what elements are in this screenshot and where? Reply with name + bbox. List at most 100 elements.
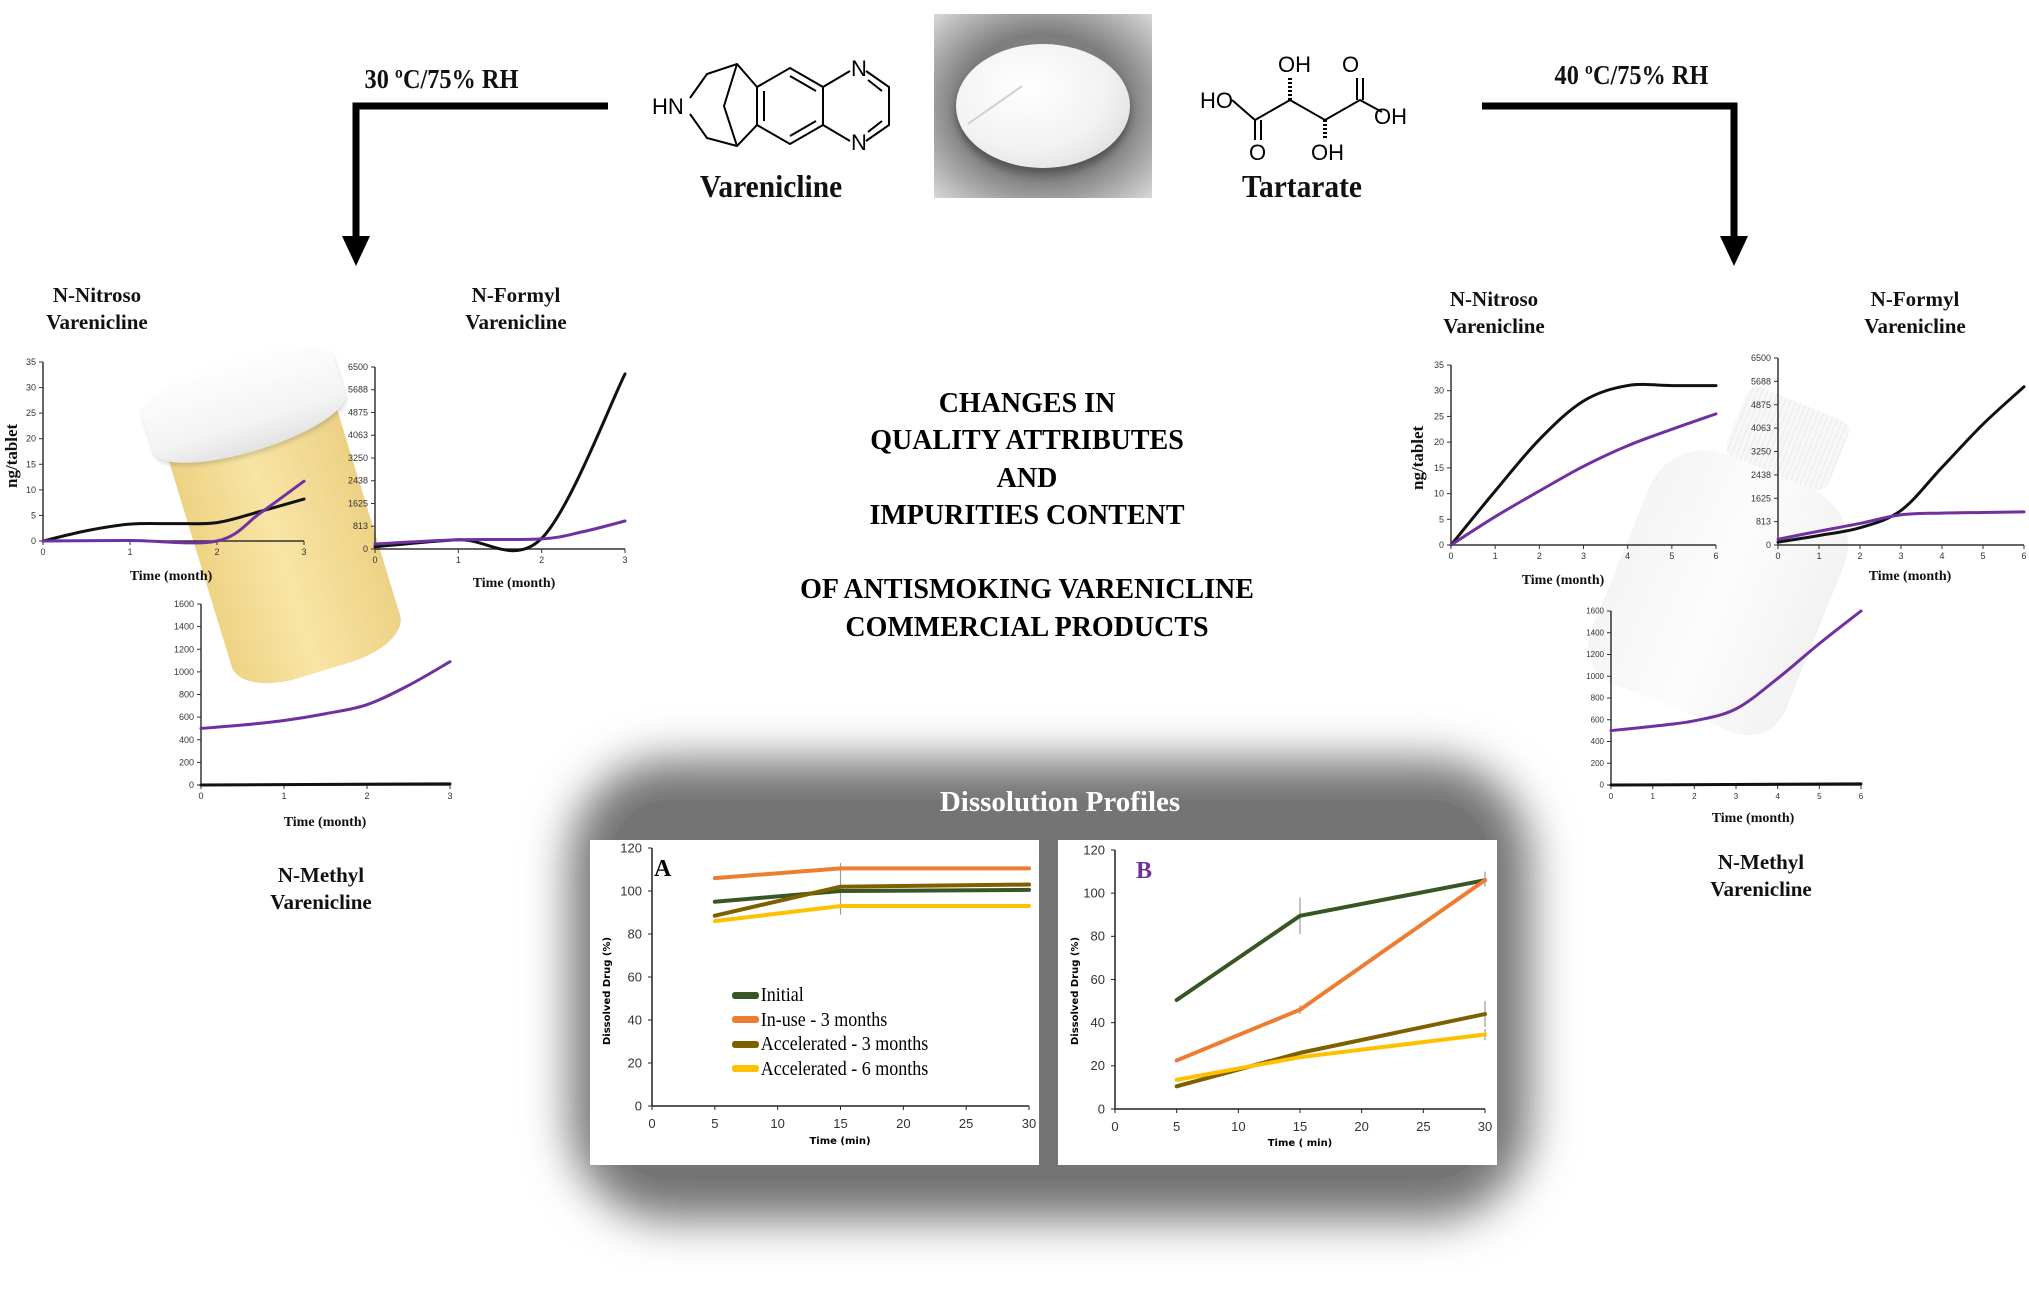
tartarate-atom-ho: HO <box>1200 88 1233 113</box>
tartarate-atom-o-top: O <box>1342 52 1359 77</box>
x-tick-label: 5 <box>1817 792 1822 801</box>
x-tick-label: 6 <box>2021 551 2026 561</box>
label-line: N-Methyl <box>277 863 365 887</box>
x-tick-label: 3 <box>447 791 452 801</box>
left-y-axis-label: ng/tablet <box>2 423 21 488</box>
y-tick-label: 400 <box>1591 737 1605 746</box>
legend-item-accelerated-6: Accelerated - 6 months <box>732 1057 928 1082</box>
x-tick-label: 0 <box>1609 792 1614 801</box>
legend-swatch <box>732 1016 759 1024</box>
right-y-axis-label: ng/tablet <box>1408 425 1427 490</box>
panel-a-letter: A <box>654 856 672 882</box>
x-tick-label: 6 <box>1859 792 1864 801</box>
center-title-line: AND <box>996 463 1058 494</box>
y-tick-label: 6500 <box>348 362 368 372</box>
x-tick-label: 2 <box>539 555 544 565</box>
x-tick-label: 3 <box>1898 551 1903 561</box>
tartarate-atom-oh-top: OH <box>1278 52 1311 77</box>
series-line-black <box>199 782 452 787</box>
center-title-line: CHANGES IN <box>938 388 1116 419</box>
left-nitroso-x-label: Time (month) <box>129 569 213 584</box>
x-tick-label: 1 <box>281 791 286 801</box>
x-tick-label: 2 <box>1857 551 1862 561</box>
x-tick-label: 1 <box>456 555 461 565</box>
y-tick-label: 35 <box>26 357 36 367</box>
label-line: N-Nitroso <box>52 283 142 307</box>
label-line: N-Formyl <box>471 283 561 307</box>
x-tick-label: 0 <box>1448 551 1453 561</box>
x-axis-label: Time ( min) <box>1267 1138 1333 1149</box>
dissolution-title: Dissolution Profiles <box>939 786 1181 818</box>
x-tick-label: 3 <box>1734 792 1739 801</box>
y-tick-label: 200 <box>179 757 194 767</box>
y-tick-label: 1000 <box>174 667 194 677</box>
tartarate-atom-o-bottom: O <box>1249 140 1266 165</box>
tablet-image <box>934 14 1152 198</box>
legend-swatch <box>732 1040 759 1048</box>
y-tick-label: 15 <box>1434 463 1444 473</box>
right-condition-arrow <box>1482 102 1748 266</box>
label-line: Varenicline <box>1443 314 1545 338</box>
x-tick-label: 3 <box>622 555 627 565</box>
left-methyl-x-label: Time (month) <box>283 815 367 830</box>
y-tick-label: 1600 <box>174 599 194 609</box>
legend-label: In-use - 3 months <box>760 1008 888 1031</box>
tartarate-label: Tartarate <box>1242 168 1362 204</box>
x-tick-label: 1 <box>1650 792 1655 801</box>
series-line-black <box>373 372 627 553</box>
center-title-line: OF ANTISMOKING VARENICLINE <box>800 574 1254 605</box>
right-nitroso-label: N-Nitroso Varenicline <box>1443 286 1545 340</box>
label-line: Varenicline <box>46 310 148 334</box>
panel-b-letter: B <box>1136 858 1153 884</box>
right-methyl-x-label: Time (month) <box>1711 811 1795 826</box>
dissolution-panel-b: B Dissolved Drug (%) Time ( min) <box>1058 840 1497 1165</box>
pill-bottle-image <box>1575 363 1894 748</box>
legend-item-initial: Initial <box>732 983 928 1008</box>
y-tick-label: 5688 <box>348 385 368 395</box>
y-tick-label: 1200 <box>174 644 194 654</box>
legend-swatch <box>732 991 759 999</box>
center-title-line: QUALITY ATTRIBUTES <box>870 425 1184 456</box>
varenicline-label: Varenicline <box>699 168 843 204</box>
label-line: Varenicline <box>270 890 372 914</box>
x-tick-label: 4 <box>1939 551 1944 561</box>
chart-legend: Initial In-use - 3 months Accelerated - … <box>732 983 928 1081</box>
series-line-purple <box>373 519 627 546</box>
varenicline-atom-hn: HN <box>652 94 684 119</box>
y-tick-label: 0 <box>31 536 36 546</box>
y-tick-label: 0 <box>189 780 194 790</box>
right-methyl-label: N-Methyl Varenicline <box>1710 849 1812 903</box>
legend-label: Accelerated - 3 months <box>760 1033 929 1055</box>
x-tick-label: 0 <box>198 791 203 801</box>
y-tick-label: 5 <box>31 510 36 520</box>
right-formyl-label: N-Formyl Varenicline <box>1864 286 1966 340</box>
y-tick-label: 200 <box>1591 759 1605 768</box>
y-tick-label: 6500 <box>1751 353 1771 363</box>
x-tick-label: 3 <box>1581 551 1586 561</box>
left-formyl-x-label: Time (month) <box>472 576 556 591</box>
label-line: N-Formyl <box>1870 287 1960 311</box>
center-title-line: COMMERCIAL PRODUCTS <box>845 612 1209 643</box>
x-tick-label: 5 <box>1980 551 1985 561</box>
x-tick-label: 0 <box>40 547 45 557</box>
left-methyl-label: N-Methyl Varenicline <box>270 862 372 916</box>
y-tick-label: 0 <box>1600 781 1605 790</box>
legend-label: Initial <box>760 984 804 1006</box>
condition-label-40c: 40 ºC/75% RH <box>1554 60 1709 90</box>
x-axis-label: Time (min) <box>809 1136 871 1147</box>
legend-swatch <box>732 1065 759 1073</box>
y-tick-label: 5 <box>1439 514 1444 524</box>
tartarate-atom-oh-right: OH <box>1374 104 1407 129</box>
y-tick-label: 400 <box>179 735 194 745</box>
y-tick-label: 30 <box>1434 386 1444 396</box>
legend-label: Accelerated - 6 months <box>760 1057 929 1080</box>
condition-label-30c: 30 ºC/75% RH <box>364 64 519 94</box>
tartarate-structure <box>1231 78 1383 140</box>
y-axis-label: Dissolved Drug (%) <box>1070 936 1081 1045</box>
left-formyl-label: N-Formyl Varenicline <box>465 282 567 336</box>
label-line: Varenicline <box>465 310 567 334</box>
y-tick-label: 15 <box>26 459 36 469</box>
y-tick-label: 800 <box>1591 694 1605 703</box>
x-tick-label: 1 <box>1493 551 1498 561</box>
y-tick-label: 20 <box>26 434 36 444</box>
